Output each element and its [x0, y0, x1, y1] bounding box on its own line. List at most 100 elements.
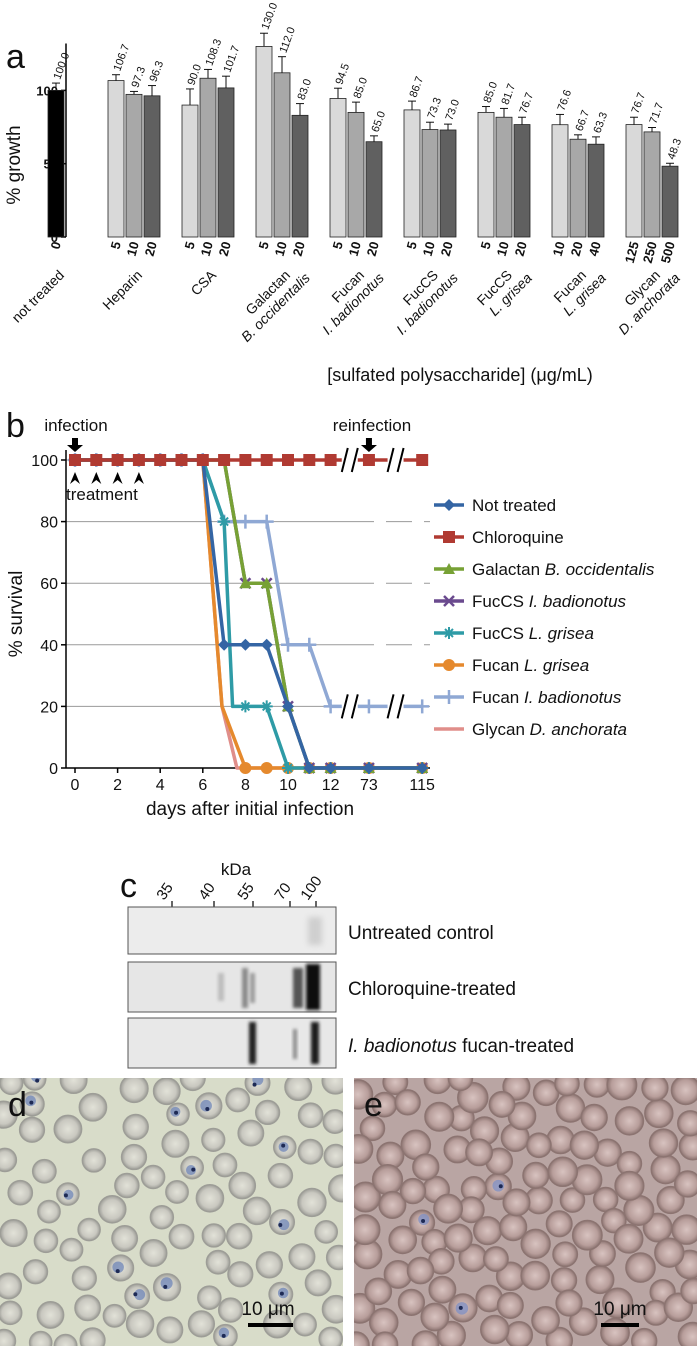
panel-a-value-label: 96.3: [148, 59, 167, 83]
lane-label-3-text: fucan-treated: [457, 1036, 574, 1057]
survival-point: [260, 762, 273, 774]
panel-b-axis-break: [386, 694, 395, 719]
panel-a-value-label: 130.0: [260, 1, 281, 31]
panel-a-group-name: CSA: [187, 266, 219, 298]
red-blood-cell: [433, 1193, 464, 1224]
panel-b-xtick-label: 0: [71, 777, 80, 794]
panel-a-group-label: CSA: [187, 266, 219, 298]
panel-a-dose-label: 5: [404, 240, 420, 251]
panel-a-bar: [347, 111, 365, 238]
parasite-pigment: [498, 1184, 503, 1189]
panel-a-dose-label: 5: [478, 240, 494, 251]
red-blood-cell: [526, 1132, 552, 1159]
panel-a-group-name: Heparin: [99, 267, 145, 313]
panel-a-dose-label: 10: [198, 240, 216, 258]
survival-point: [282, 454, 294, 466]
survival-point: [361, 699, 376, 714]
panel-a-group-label: FucCSL. grisea: [474, 258, 536, 320]
survival-point: [218, 454, 231, 466]
parasite: [278, 1219, 290, 1231]
red-blood-cell: [227, 1261, 254, 1288]
panel-a-dose-label: 250: [640, 240, 660, 265]
lane-label-3: I. badionotus fucan-treated: [348, 1036, 574, 1057]
red-blood-cell: [122, 1113, 149, 1141]
red-blood-cell: [37, 1199, 61, 1224]
red-blood-cell: [242, 1196, 272, 1226]
panel-b-xtick-label: 73: [360, 777, 378, 794]
panel-b-ytick-label: 60: [40, 576, 58, 593]
panel-a-dose-label: 10: [124, 240, 142, 258]
parasite-pigment: [458, 1305, 463, 1310]
red-blood-cell: [97, 1194, 127, 1224]
reinfection-arrow: [360, 445, 377, 452]
panel-a-bar: [291, 114, 309, 238]
red-blood-cell: [321, 1294, 343, 1324]
red-blood-cell: [244, 1078, 271, 1096]
survival-point: [323, 699, 338, 714]
panel-a-ylabel: % growth: [4, 125, 25, 204]
panel-b-axis-break: [340, 447, 349, 473]
panel-a-bar: [551, 124, 569, 238]
panel-a-dose-label: 10: [420, 240, 438, 258]
red-blood-cell: [354, 1134, 374, 1164]
red-blood-cell: [480, 1314, 510, 1345]
red-blood-cell: [205, 1249, 231, 1275]
red-blood-cell: [671, 1214, 697, 1245]
red-blood-cell: [31, 1158, 57, 1184]
red-blood-cell: [554, 1078, 580, 1097]
red-blood-cell: [613, 1223, 644, 1254]
infection-arrow: [67, 445, 83, 452]
panel-a-dose-label: 20: [438, 240, 456, 258]
red-blood-cell: [371, 1331, 399, 1346]
panel-a-dose-label: 5: [182, 240, 198, 251]
red-blood-cell: [547, 1156, 579, 1188]
legend-label-name: Galactan: [472, 560, 540, 579]
red-blood-cell: [424, 1101, 455, 1132]
kda-marker-label: 40: [195, 880, 218, 903]
treatment-arrowhead: [133, 472, 144, 484]
parasite: [185, 1165, 196, 1176]
panel-a-bar: [625, 124, 643, 238]
survival-point: [281, 637, 295, 652]
legend-label: Glycan D. anchorata: [472, 720, 627, 739]
panel-a-group-label: GalactanB. occidentalis: [226, 258, 312, 344]
red-blood-cell: [354, 1079, 374, 1110]
red-blood-cell: [125, 1309, 155, 1339]
survival-point: [362, 762, 375, 774]
red-blood-cell: [297, 1138, 324, 1165]
survival-point: [239, 577, 252, 589]
panel-a-group-label: Heparin: [99, 267, 145, 313]
red-blood-cell: [165, 1180, 189, 1204]
panel-b-treatment-label: treatment: [66, 485, 138, 504]
panel-a-value-label: 63.3: [592, 111, 611, 135]
parasite-pigment: [35, 1078, 40, 1083]
red-blood-cell: [322, 1109, 343, 1134]
panel-a-value-label: 73.3: [426, 96, 445, 120]
red-blood-cell: [502, 1188, 531, 1217]
lane-label-2: Chloroquine-treated: [348, 979, 516, 1000]
survival-point: [362, 454, 375, 466]
red-blood-cell: [111, 1224, 139, 1252]
red-blood-cell: [18, 1116, 46, 1143]
survival-point: [218, 638, 231, 651]
parasite-pigment: [252, 1082, 257, 1087]
red-blood-cell: [254, 1099, 281, 1126]
panel-b-survival-chart: b 0 20 40 60 80 100 0 2 4 6 8 10 12 73 115 % survival day…: [6, 407, 655, 820]
legend-label-name: Not treated: [472, 496, 556, 515]
red-blood-cell: [120, 1143, 148, 1171]
red-blood-cell: [568, 1307, 598, 1336]
survival-point: [260, 638, 273, 651]
red-blood-cell: [225, 1087, 251, 1113]
survival-line: [75, 458, 423, 770]
panel-a-value-label: 94.5: [334, 62, 353, 86]
red-blood-cell: [237, 1119, 265, 1147]
panel-e-micrograph: e 10 μm: [354, 1078, 697, 1346]
red-blood-cell: [161, 1129, 190, 1158]
red-blood-cell: [225, 1222, 253, 1250]
panel-a-group-label: GlycanD. anchorata: [604, 258, 683, 337]
red-blood-cell: [152, 1078, 181, 1106]
red-blood-cell: [0, 1147, 18, 1173]
red-blood-cell: [569, 1130, 600, 1160]
red-blood-cell: [187, 1310, 216, 1338]
panel-d-micrograph: d 10 μm: [0, 1078, 343, 1346]
